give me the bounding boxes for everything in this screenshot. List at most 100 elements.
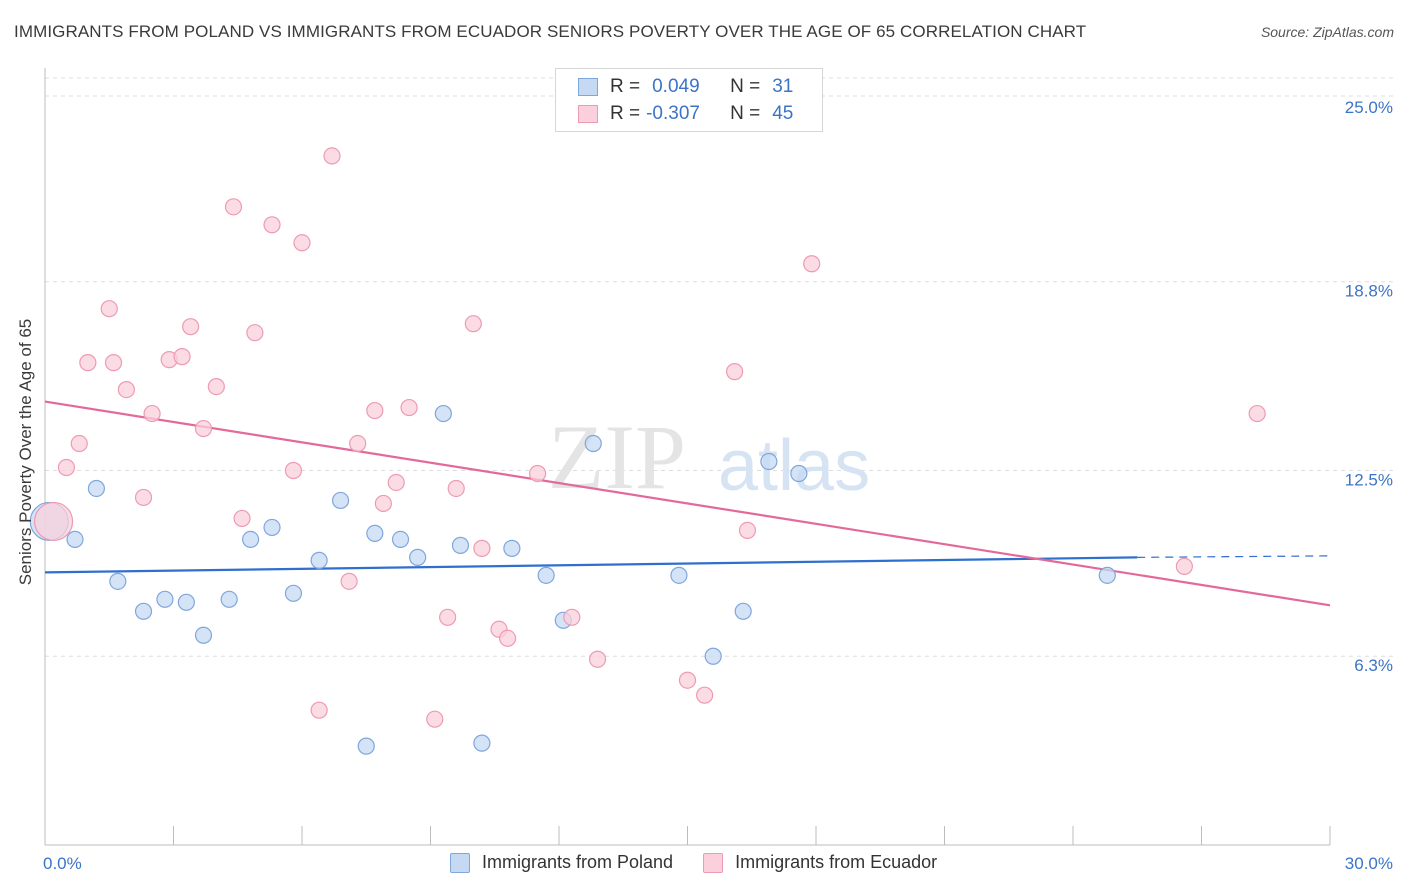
- series-label-poland: Immigrants from Poland: [482, 852, 674, 872]
- legend-r-label-poland: R =: [610, 76, 641, 97]
- data-point-poland: [1098, 566, 1116, 584]
- data-point-poland: [704, 647, 722, 665]
- data-point-ecuador: [33, 501, 74, 542]
- legend-swatch-poland: [578, 78, 598, 96]
- data-point-ecuador: [447, 479, 465, 498]
- y-tick-label: 6.3%: [1354, 656, 1393, 675]
- data-point-ecuador: [293, 234, 311, 252]
- y-tick-labels: 6.3% 12.5% 18.8% 25.0%: [1345, 98, 1393, 675]
- data-point-ecuador: [207, 377, 225, 396]
- data-point-poland: [584, 434, 602, 453]
- data-point-poland: [409, 548, 427, 566]
- data-point-poland: [310, 551, 328, 569]
- data-point-poland: [263, 518, 281, 537]
- data-point-ecuador: [1175, 557, 1193, 575]
- data-point-poland: [760, 452, 778, 471]
- data-point-poland: [194, 626, 213, 644]
- correlation-legend: R = 0.049 N = 31 R = -0.307 N = 45: [555, 68, 823, 132]
- data-point-ecuador: [263, 216, 281, 234]
- legend-n-value-poland: 31: [772, 76, 794, 97]
- data-point-ecuador: [387, 473, 405, 492]
- y-tick-label: 25.0%: [1345, 98, 1393, 117]
- data-point-ecuador: [1248, 404, 1266, 423]
- legend-swatch-ecuador: [578, 105, 598, 123]
- trend-line-poland: [44, 556, 1138, 574]
- data-point-poland: [156, 590, 174, 608]
- data-point-ecuador: [134, 488, 153, 507]
- series-legend: Immigrants from Poland Immigrants from E…: [450, 852, 967, 873]
- series-legend-ecuador: Immigrants from Ecuador: [703, 852, 937, 873]
- data-point-poland: [473, 734, 491, 752]
- legend-n-label-poland: N =: [730, 76, 761, 97]
- series-label-ecuador: Immigrants from Ecuador: [735, 852, 938, 872]
- data-point-poland: [451, 536, 470, 554]
- data-point-poland: [366, 524, 384, 543]
- data-point-ecuador: [528, 464, 547, 483]
- legend-r-value-poland: 0.049: [652, 76, 700, 97]
- data-point-ecuador: [224, 198, 243, 216]
- x-tick-label: 0.0%: [43, 854, 82, 873]
- data-point-poland: [434, 404, 452, 423]
- data-point-poland: [670, 566, 688, 584]
- data-point-poland: [734, 602, 752, 620]
- data-point-ecuador: [194, 419, 213, 438]
- data-point-poland: [220, 590, 238, 608]
- data-point-ecuador: [400, 398, 418, 417]
- data-point-poland: [242, 530, 260, 548]
- data-point-ecuador: [246, 324, 264, 342]
- legend-n-value-ecuador: 45: [772, 103, 794, 124]
- data-point-ecuador: [678, 671, 697, 689]
- legend-r-label-ecuador: R =: [610, 103, 641, 124]
- axes: [44, 68, 1331, 846]
- series-swatch-poland: [450, 852, 470, 873]
- x-tick-labels: 0.0% 30.0%: [43, 854, 1393, 873]
- data-point-ecuador: [233, 509, 251, 528]
- data-point-poland: [537, 566, 555, 584]
- x-tick-label: 30.0%: [1345, 854, 1393, 873]
- trend-line-poland-extension: [1137, 555, 1331, 558]
- data-point-ecuador: [473, 539, 491, 557]
- data-point-ecuador: [57, 458, 76, 477]
- data-point-ecuador: [79, 354, 97, 372]
- data-point-ecuador: [738, 521, 757, 540]
- data-point-ecuador: [100, 300, 118, 318]
- legend-r-value-ecuador: -0.307: [646, 103, 700, 124]
- data-point-poland: [331, 491, 350, 510]
- data-point-ecuador: [374, 494, 392, 513]
- chart-title: IMMIGRANTS FROM POLAND VS IMMIGRANTS FRO…: [14, 22, 1087, 41]
- y-tick-label: 12.5%: [1345, 470, 1393, 489]
- legend-row-ecuador: R = -0.307 N = 45: [578, 101, 793, 127]
- data-point-ecuador: [340, 572, 358, 590]
- data-point-ecuador: [803, 255, 821, 273]
- watermark-atlas: atlas: [718, 426, 870, 506]
- data-point-ecuador: [117, 380, 135, 399]
- data-point-ecuador: [323, 147, 341, 165]
- data-point-ecuador: [696, 686, 714, 704]
- data-point-ecuador: [439, 608, 457, 626]
- data-point-ecuador: [426, 710, 444, 728]
- data-point-poland: [391, 530, 410, 548]
- data-point-poland: [66, 530, 84, 548]
- legend-n-label-ecuador: N =: [730, 103, 761, 124]
- data-point-poland: [134, 602, 153, 620]
- data-point-ecuador: [349, 434, 367, 453]
- data-point-ecuador: [464, 315, 482, 333]
- data-point-ecuador: [104, 354, 123, 372]
- trend-line-ecuador: [44, 400, 1331, 607]
- data-point-poland: [503, 539, 521, 557]
- data-point-ecuador: [173, 348, 191, 366]
- data-point-poland: [109, 572, 127, 590]
- data-point-poland: [177, 593, 195, 611]
- data-point-ecuador: [563, 608, 581, 626]
- data-points: [29, 147, 1266, 755]
- legend-row-poland: R = 0.049 N = 31: [578, 74, 793, 100]
- data-point-poland: [357, 737, 375, 755]
- source-label: Source: ZipAtlas.com: [1260, 24, 1394, 40]
- watermark-zip: ZIP: [548, 406, 686, 508]
- data-point-ecuador: [366, 401, 384, 420]
- trend-lines: [44, 400, 1331, 607]
- data-point-ecuador: [310, 701, 328, 719]
- data-point-ecuador: [284, 461, 303, 480]
- data-point-ecuador: [143, 404, 161, 423]
